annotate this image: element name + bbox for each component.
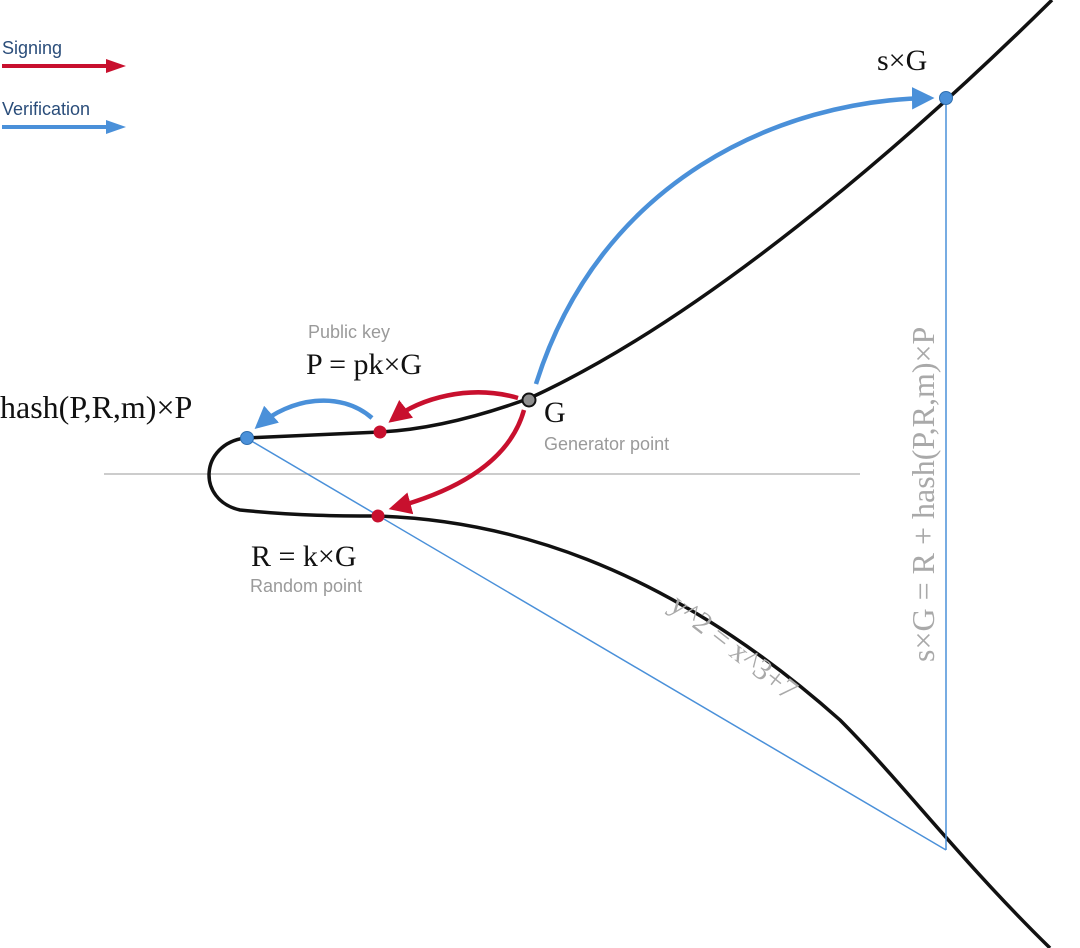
label-R: R = k×G: [251, 540, 357, 573]
legend-signing-label: Signing: [2, 38, 62, 58]
label-G: G: [544, 396, 566, 429]
signing-arrow-to-R: [388, 409, 527, 515]
legend: Signing Verification: [2, 38, 126, 134]
label-hashP: hash(P,R,m)×P: [0, 389, 192, 425]
label-P: P = pk×G: [306, 348, 422, 381]
label-public-key: Public key: [308, 322, 390, 342]
legend-signing-arrow: [2, 59, 126, 73]
point-R: [371, 509, 385, 523]
legend-verification-label: Verification: [2, 99, 90, 119]
chord-line: [247, 438, 947, 851]
legend-verification-arrow: [2, 120, 126, 134]
point-G: [521, 392, 537, 408]
label-sG: s×G: [877, 44, 927, 77]
label-random-point: Random point: [250, 576, 362, 596]
point-P: [373, 425, 387, 439]
label-generator-point: Generator point: [544, 434, 669, 454]
elliptic-curve: [207, 0, 1054, 948]
verification-arrow-to-hashP: [254, 398, 374, 429]
curve-equation-label: y^2 = x^3+7: [664, 588, 804, 708]
point-hashP: [240, 431, 254, 445]
point-sG: [939, 91, 953, 105]
signing-arrow-to-P: [388, 390, 519, 423]
verification-arrow-to-sG: [533, 87, 935, 385]
verification-equation-label: s×G = R + hash(P,R,m)×P: [905, 327, 941, 662]
